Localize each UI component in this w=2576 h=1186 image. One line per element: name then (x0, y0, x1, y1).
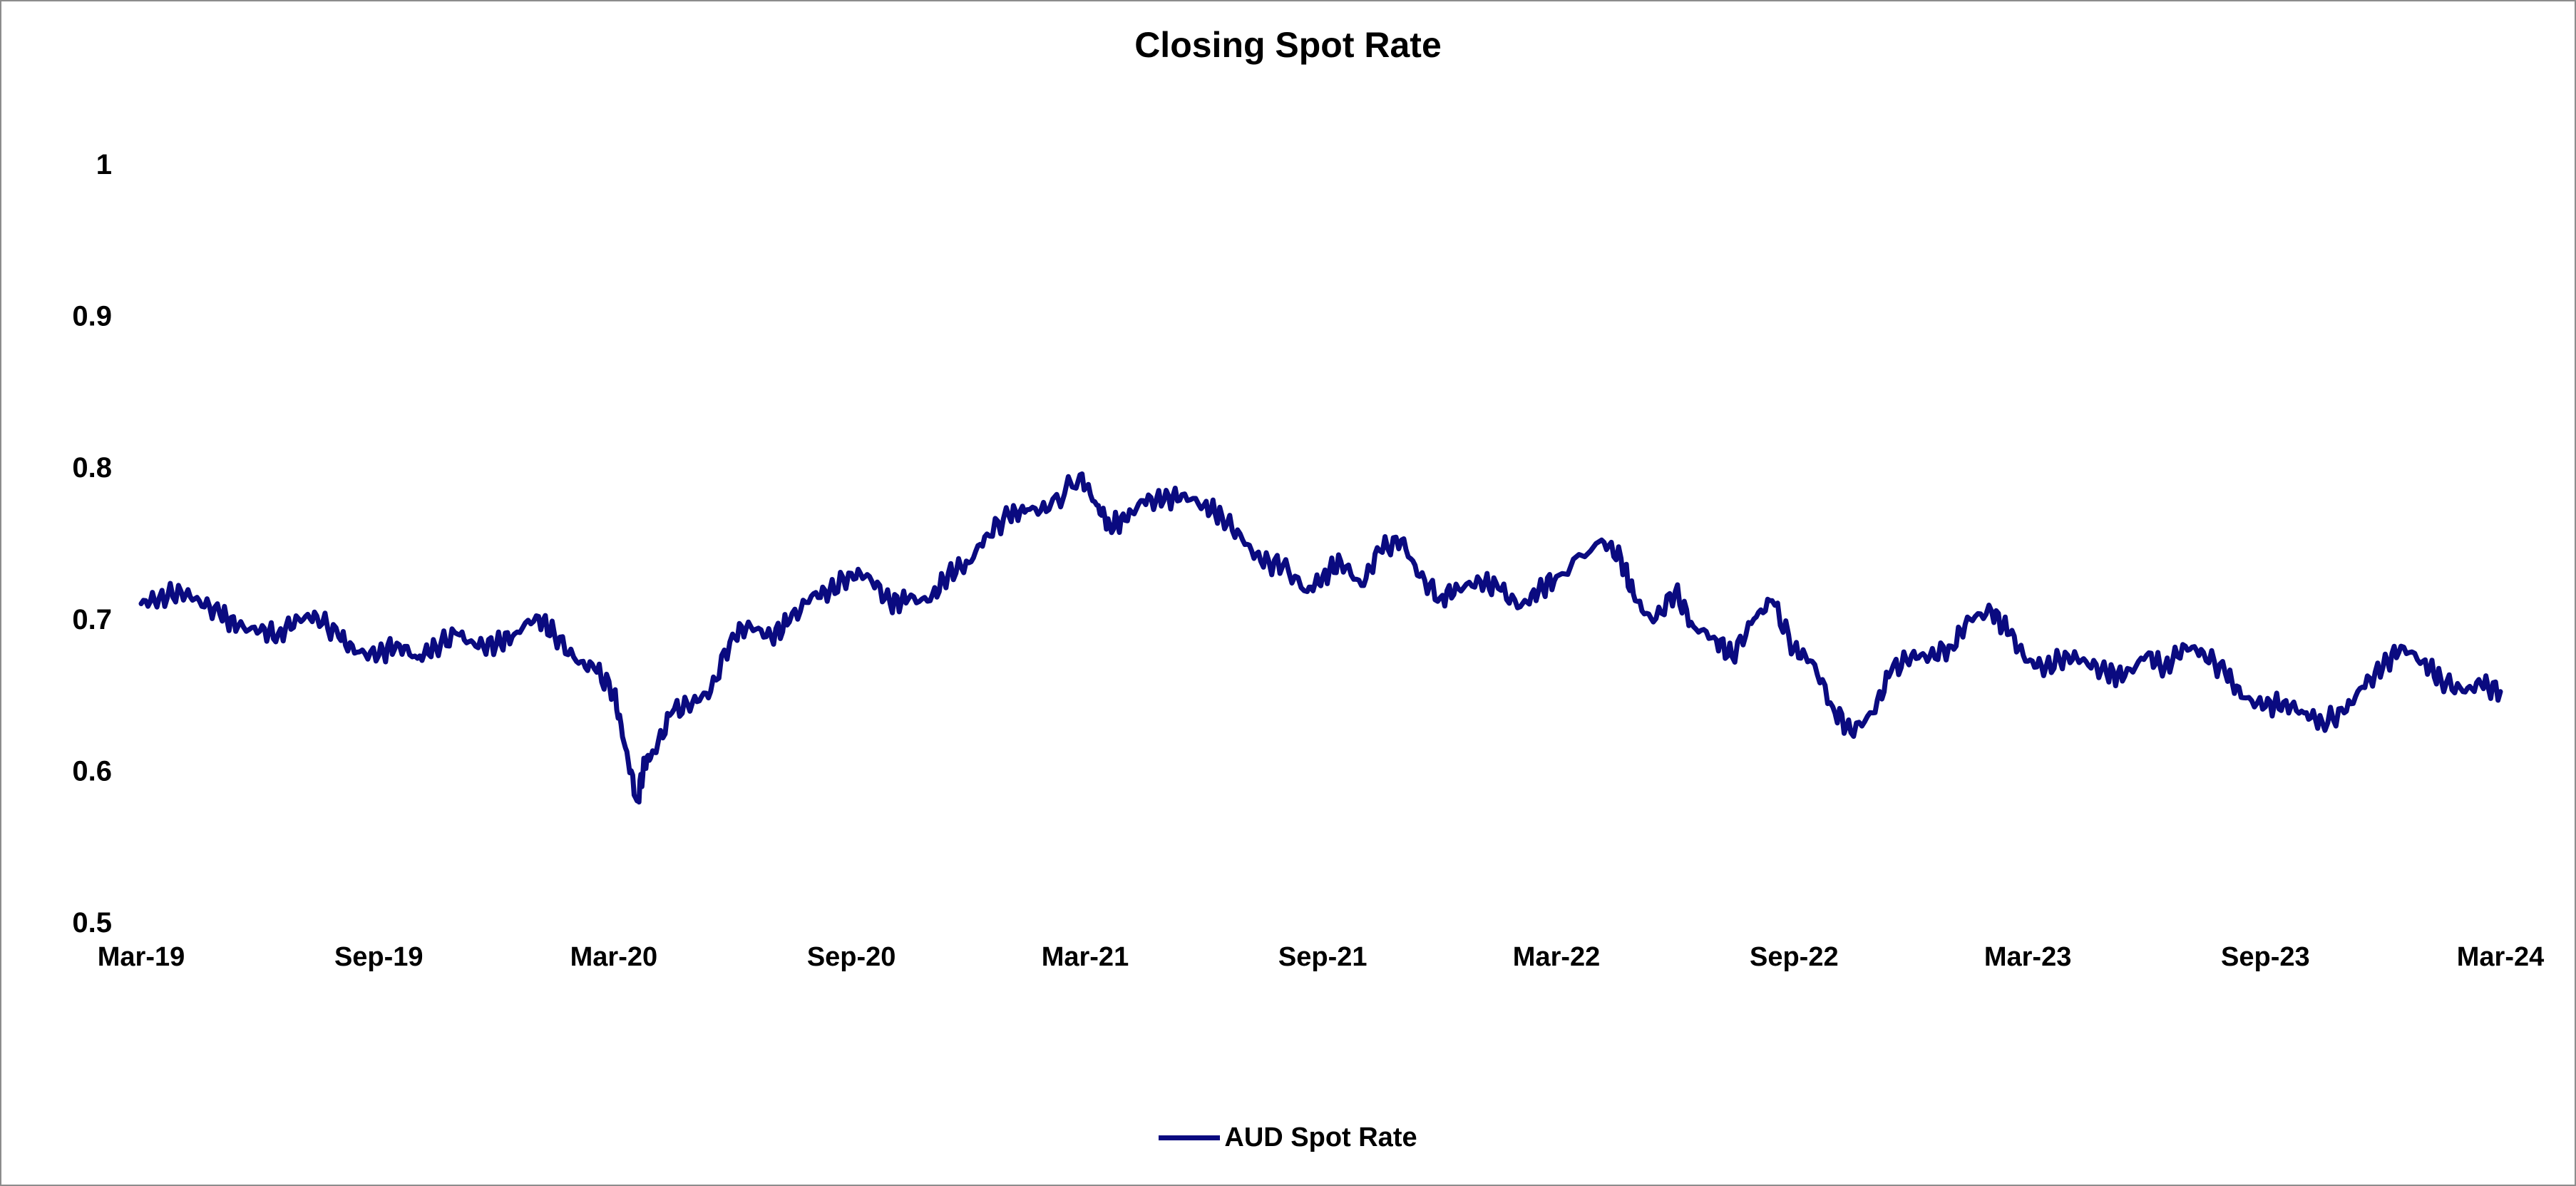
x-tick-label: Sep-21 (1278, 942, 1367, 972)
x-tick-label: Sep-19 (334, 942, 424, 972)
x-tick-label: Sep-20 (807, 942, 896, 972)
y-axis-ticks: 0.5 0.6 0.7 0.8 0.9 1 (72, 149, 112, 939)
y-tick-label: 0.9 (72, 301, 112, 332)
x-tick-label: Sep-23 (2221, 942, 2310, 972)
legend-swatch (1159, 1135, 1221, 1140)
x-axis-ticks: Mar-19 Sep-19 Mar-20 Sep-20 Mar-21 Sep-21 Mar-… (98, 942, 2545, 972)
series-layer (138, 471, 2503, 805)
series-line-aud-spot-rate (138, 471, 2503, 805)
x-tick-label: Mar-19 (98, 942, 185, 972)
y-tick-label: 0.7 (72, 604, 112, 635)
legend-label-aud-spot-rate: AUD Spot Rate (1224, 1123, 1417, 1152)
x-tick-label: Mar-20 (570, 942, 658, 972)
x-tick-label: Sep-22 (1750, 942, 1839, 972)
y-tick-label: 0.8 (72, 452, 112, 484)
y-tick-label: 1 (96, 149, 112, 180)
y-tick-label: 0.6 (72, 755, 112, 787)
x-tick-label: Mar-23 (1984, 942, 2072, 972)
y-tick-label: 0.5 (72, 907, 112, 939)
x-tick-label: Mar-22 (1513, 942, 1601, 972)
chart-title: Closing Spot Rate (1134, 25, 1442, 65)
x-tick-label: Mar-24 (2457, 942, 2545, 972)
x-tick-label: Mar-21 (1042, 942, 1129, 972)
legend[interactable]: AUD Spot Rate (1, 1123, 2575, 1153)
